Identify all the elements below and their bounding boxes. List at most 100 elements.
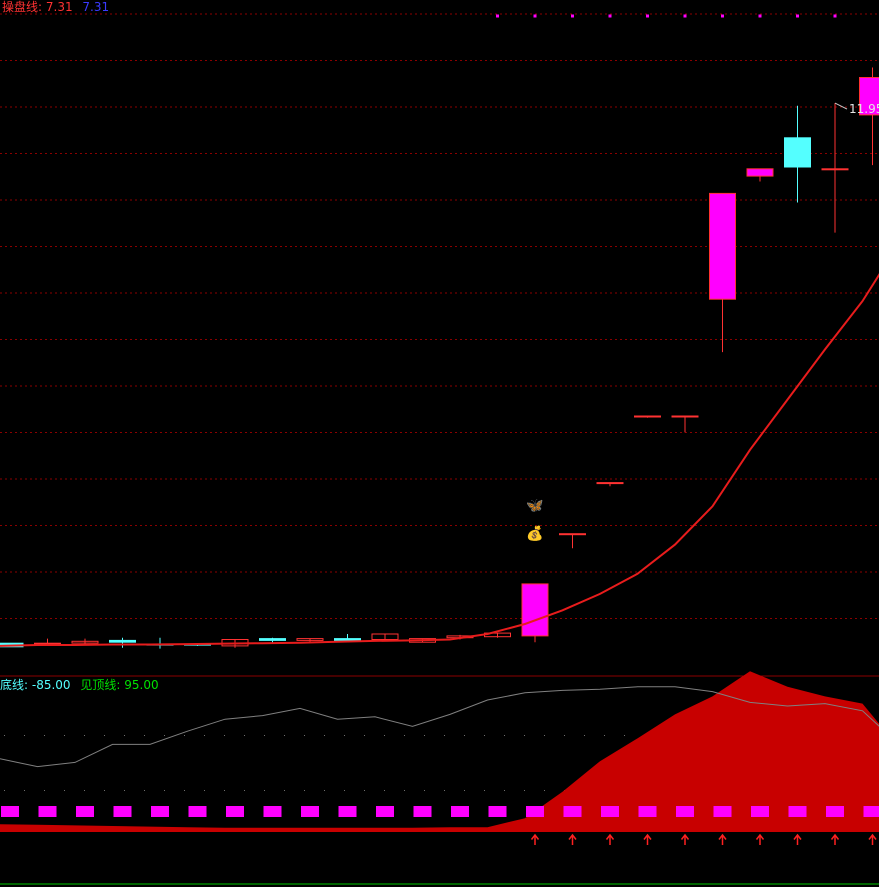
signal-marker <box>601 806 619 817</box>
indicator-label: 操盘线: <box>2 0 43 14</box>
grid-dot <box>244 790 245 791</box>
signal-marker <box>226 806 244 817</box>
candle[interactable] <box>371 633 399 640</box>
signal-dot <box>496 14 499 18</box>
signal-dot <box>646 14 649 18</box>
signal-marker <box>713 806 732 817</box>
candle-body <box>296 638 324 641</box>
grid-dot <box>604 735 605 736</box>
arrow-head <box>530 833 540 840</box>
high-pointer <box>834 102 848 110</box>
grid-dot <box>264 735 265 736</box>
candle[interactable] <box>784 105 811 203</box>
grid-dot <box>464 790 465 791</box>
candle[interactable] <box>521 583 549 643</box>
bottom-line-label: 底线: <box>0 678 29 692</box>
candle-body <box>371 633 399 640</box>
arrow-head <box>718 833 727 840</box>
signal-marker <box>263 806 282 817</box>
up-arrow-icon <box>568 833 577 845</box>
candle[interactable] <box>746 168 774 182</box>
signal-marker <box>188 806 207 817</box>
bottom-indicator-header: 底线: -85.00 见顶线: 95.00 <box>0 678 159 692</box>
grid-dot <box>244 735 245 736</box>
candle[interactable] <box>821 103 849 233</box>
signal-marker <box>488 806 507 817</box>
grid-dot <box>484 735 485 736</box>
grid-dot <box>4 790 5 791</box>
grid-dot <box>204 735 205 736</box>
grid-dot <box>64 790 65 791</box>
money-bag-icon: 💰 <box>526 525 543 542</box>
grid-dot <box>344 735 345 736</box>
signal-dot <box>683 14 687 18</box>
grid-dot <box>24 735 25 736</box>
candle[interactable] <box>859 67 879 166</box>
grid-dot <box>44 790 45 791</box>
grid-dot <box>44 735 45 736</box>
candle-body <box>784 137 811 168</box>
up-arrow-icon <box>605 833 615 845</box>
signal-dot <box>796 14 799 18</box>
up-arrow-icon <box>830 833 840 845</box>
grid-dot <box>24 790 25 791</box>
signal-dot <box>758 14 762 18</box>
signal-dot <box>571 14 574 18</box>
grid-dot <box>424 735 425 736</box>
candle-body <box>746 168 774 177</box>
signal-marker <box>38 806 57 817</box>
grid-dot <box>104 790 105 791</box>
grid-dot <box>104 735 105 736</box>
candle-body <box>709 192 736 300</box>
signal-marker <box>451 806 469 817</box>
up-arrow-icon <box>680 833 690 845</box>
signal-marker <box>376 806 394 817</box>
arrow-head <box>830 833 840 840</box>
candlesticks[interactable] <box>0 67 879 649</box>
grid-dot <box>264 790 265 791</box>
signal-marker <box>1 806 19 817</box>
up-arrow-icon <box>868 833 877 845</box>
signal-dot <box>608 14 612 18</box>
candle[interactable] <box>334 634 361 641</box>
grid-dot <box>164 790 165 791</box>
grid-dot <box>184 790 185 791</box>
candle-body <box>821 168 849 171</box>
candle[interactable] <box>596 482 624 487</box>
candle-body <box>71 640 99 644</box>
signal-marker <box>788 806 807 817</box>
grid-dot <box>624 735 625 736</box>
candle[interactable] <box>634 415 661 418</box>
grid-dot <box>324 790 325 791</box>
up-arrow-icon <box>755 833 765 845</box>
candle[interactable] <box>109 637 136 648</box>
signal-marker <box>76 806 94 817</box>
grid-dot <box>324 735 325 736</box>
grid-dot <box>4 735 5 736</box>
signal-marker <box>751 806 769 817</box>
grid-dot <box>224 790 225 791</box>
arrow-head <box>868 833 877 840</box>
grid-dot <box>444 735 445 736</box>
grid-dot <box>304 790 305 791</box>
signal-marker <box>638 806 657 817</box>
candle[interactable] <box>671 415 699 433</box>
candle[interactable] <box>146 637 174 649</box>
signal-marker <box>113 806 132 817</box>
grid-dot <box>404 735 405 736</box>
grid-dot <box>524 735 525 736</box>
up-arrow-icon <box>530 833 540 845</box>
signal-marker <box>826 806 844 817</box>
buy-arrows <box>530 833 877 845</box>
grid-dot <box>84 735 85 736</box>
candle[interactable] <box>559 533 586 549</box>
indicator-area <box>0 671 879 832</box>
candle[interactable] <box>709 192 736 353</box>
grid-dot <box>484 790 485 791</box>
signal-marker <box>563 806 582 817</box>
signal-marker <box>301 806 319 817</box>
arrow-head <box>793 833 802 840</box>
grid-dot <box>584 735 585 736</box>
top-line-value: 95.00 <box>124 678 159 692</box>
